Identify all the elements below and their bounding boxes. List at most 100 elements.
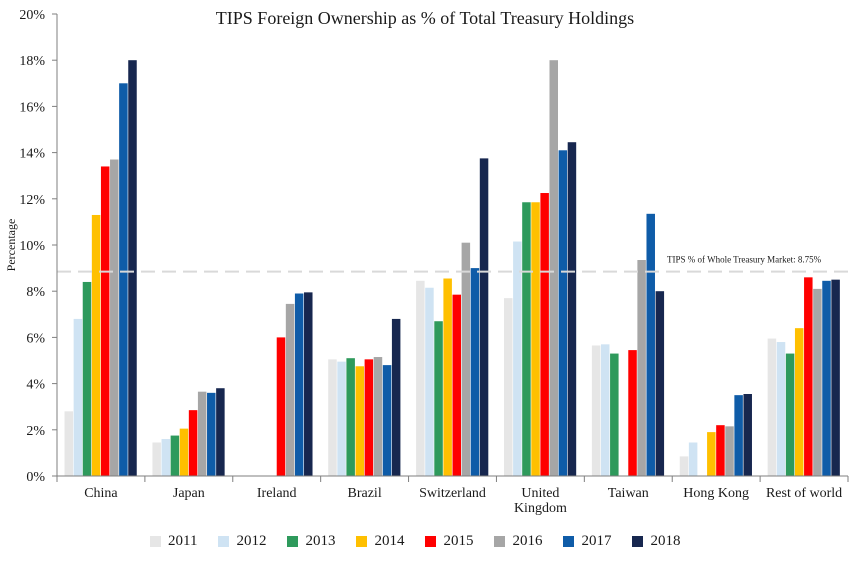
bar-2011-brazil [328,359,337,476]
bar-2012-taiwan [600,344,610,476]
bar-2014-rest-of-world [794,328,804,476]
bar-2011-china [64,411,74,476]
bar-2013-switzerland [434,321,443,476]
y-tick-label: 4% [26,378,45,393]
bar-2016-japan [197,391,207,476]
bar-2014-switzerland [443,278,452,476]
bars-group [64,60,840,477]
reference-line-label: TIPS % of Whole Treasury Market: 8.75% [667,255,822,265]
bar-2016-switzerland [461,242,471,476]
x-tick-label: Brazil [348,486,382,501]
bar-2012-hong-kong [688,442,698,476]
legend-label: 2015 [443,533,474,549]
bar-2016-rest-of-world [813,288,822,476]
bar-2014-china [91,214,101,476]
bar-2014-brazil [355,366,365,476]
bar-2011-hong-kong [679,456,689,476]
bar-2013-brazil [346,358,355,476]
bar-2018-ireland [304,292,313,476]
bar-2013-japan [170,435,180,476]
bar-2016-brazil [373,357,383,476]
bar-2017-united-kingdom [558,150,568,477]
bar-2011-japan [152,442,161,476]
legend-item-2015: 2015 [425,533,473,550]
bar-2018-switzerland [479,158,489,477]
legend-swatch [425,536,437,547]
bar-2015-japan [188,410,198,476]
bar-2016-china [110,159,119,476]
legend-swatch [287,536,299,547]
bar-2017-ireland [294,293,304,476]
bar-2017-switzerland [470,268,480,476]
y-tick-label: 0% [26,470,45,485]
bar-2016-hong-kong [725,426,734,476]
bar-2015-hong-kong [716,425,725,476]
bar-2018-rest-of-world [831,279,840,476]
legend-item-2018: 2018 [632,533,680,550]
bar-2017-hong-kong [734,395,743,476]
legend-label: 2016 [512,533,543,549]
bar-2015-ireland [276,337,286,476]
x-tick-label: United [521,486,559,501]
bar-2014-japan [179,428,189,476]
legend-label: 2012 [236,533,267,549]
y-tick-label: 6% [26,331,45,346]
bar-2017-taiwan [646,213,655,476]
bar-2017-rest-of-world [822,280,831,476]
y-tick-label: 20% [19,8,45,23]
legend-label: 2014 [374,533,405,549]
bar-2012-united-kingdom [513,241,522,476]
bar-2012-china [73,318,83,476]
bar-2014-united-kingdom [531,202,540,476]
bar-2018-china [128,60,137,476]
y-axis-title: Percentage [4,219,18,272]
legend-swatch [632,536,644,547]
legend-label: 2017 [581,533,612,549]
legend-swatch [563,536,575,547]
legend-label: 2018 [650,533,681,549]
x-tick-label: Japan [173,486,205,501]
bar-2011-switzerland [416,280,425,476]
x-tick-label: Ireland [257,486,297,501]
x-tick-label: Rest of world [766,486,842,501]
bar-2016-united-kingdom [549,60,558,476]
bar-2015-brazil [364,359,374,476]
bar-2015-taiwan [628,350,637,476]
reference-line-group: TIPS % of Whole Treasury Market: 8.75% [57,255,848,273]
legend-swatch [150,536,161,547]
x-tick-label: Taiwan [608,486,649,501]
bar-2018-brazil [391,318,401,476]
legend-swatch [218,536,230,547]
bar-2018-hong-kong [743,394,752,476]
legend-item-2014: 2014 [356,533,404,550]
bar-2015-switzerland [452,294,461,476]
bar-2015-china [100,166,110,476]
bar-2012-rest-of-world [776,342,786,476]
legend-label: 2011 [168,533,198,549]
bar-2012-switzerland [425,287,434,476]
bar-2017-japan [207,392,216,476]
bar-2011-united-kingdom [503,298,513,476]
y-tick-label: 12% [19,193,45,208]
legend: 2011 2012 2013 2014 2015 2016 2017 2018 [150,533,701,550]
x-tick-label: China [84,486,118,501]
bar-2012-brazil [337,361,346,476]
bar-2018-japan [216,388,225,476]
x-tick-label: Switzerland [419,486,486,501]
bar-2013-united-kingdom [522,202,531,476]
legend-item-2012: 2012 [218,533,266,550]
bar-2017-brazil [382,365,392,476]
bar-2011-rest-of-world [767,338,777,476]
bar-2013-rest-of-world [785,353,795,476]
y-tick-label: 16% [19,100,45,115]
chart-title: TIPS Foreign Ownership as % of Total Tre… [215,8,635,28]
bar-2015-rest-of-world [804,277,813,476]
legend-label: 2013 [305,533,336,549]
legend-item-2013: 2013 [287,533,335,550]
y-tick-label: 2% [26,424,45,439]
legend-swatch [494,536,506,547]
x-tick-label: Kingdom [514,501,567,516]
y-tick-label: 8% [26,285,45,300]
axes-group: 0% 2% 4% 6% 8% 10% 12% 14% 16% 18% 20% China Japan Ir… [4,8,849,516]
